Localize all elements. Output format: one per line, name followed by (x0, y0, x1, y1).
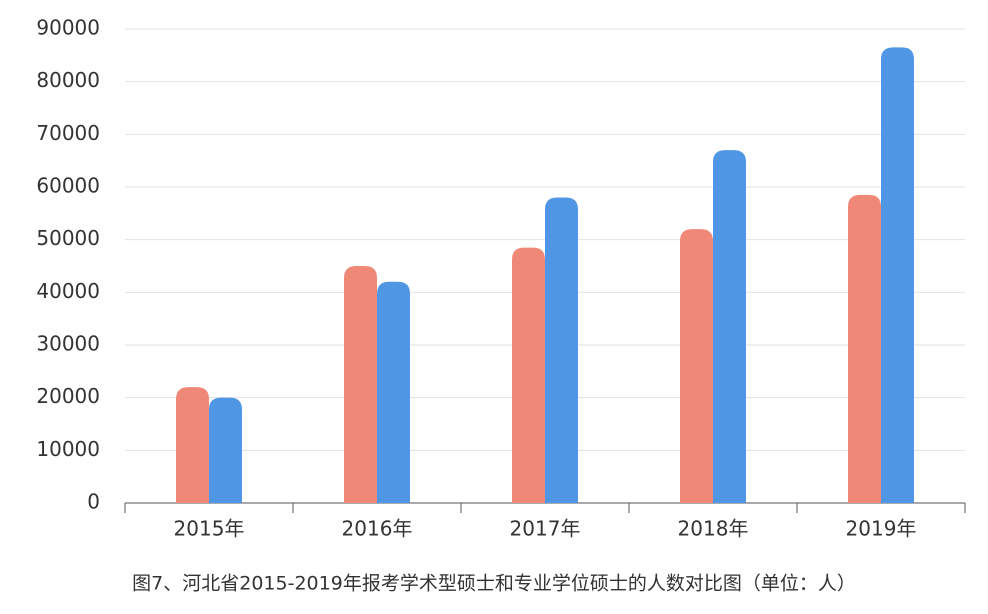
bar (176, 387, 209, 503)
y-tick-label: 60000 (36, 174, 100, 198)
bar (377, 281, 410, 503)
bar (848, 194, 881, 503)
y-tick-label: 80000 (36, 68, 100, 92)
bar (881, 47, 914, 503)
bar (680, 229, 713, 503)
y-tick-label: 20000 (36, 384, 100, 408)
bar (209, 397, 242, 503)
y-tick-label: 50000 (36, 226, 100, 250)
bar (545, 197, 578, 504)
bar (512, 247, 545, 503)
y-tick-label: 10000 (36, 437, 100, 461)
x-tick-label: 2017年 (510, 517, 581, 541)
y-tick-label: 30000 (36, 332, 100, 356)
x-tick-label: 2019年 (846, 517, 917, 541)
x-tick-label: 2015年 (174, 517, 245, 541)
x-tick-label: 2018年 (678, 517, 749, 541)
bar (713, 150, 746, 503)
x-tick-label: 2016年 (342, 517, 413, 541)
y-tick-label: 90000 (36, 16, 100, 40)
bar (344, 266, 377, 503)
y-tick-label: 0 (87, 490, 100, 514)
y-tick-label: 70000 (36, 121, 100, 145)
chart-title: 图7、河北省2015-2019年报考学术型硕士和专业学位硕士的人数对比图（单位：… (132, 573, 856, 595)
y-tick-label: 40000 (36, 279, 100, 303)
